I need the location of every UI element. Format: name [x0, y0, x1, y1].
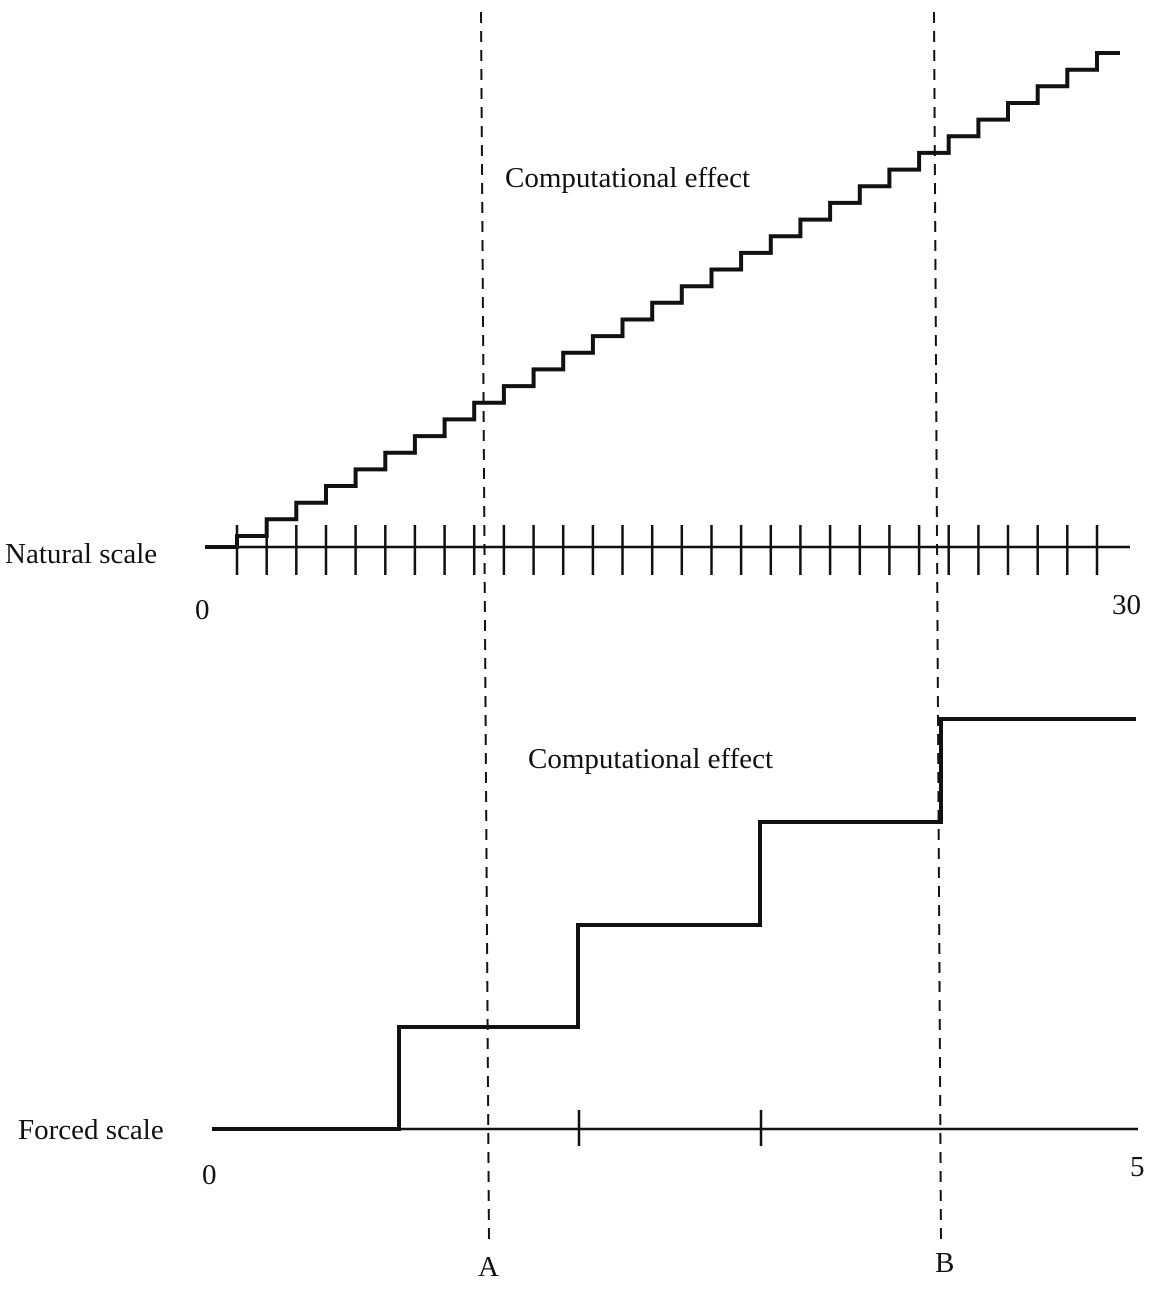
- forced-scale-ticks: [577, 1110, 763, 1146]
- marker-guides: A B: [478, 11, 954, 1283]
- natural-effect-staircase: [205, 51, 1120, 549]
- marker-a-label: A: [478, 1251, 499, 1283]
- forced-scale-min-label: 0: [202, 1159, 217, 1191]
- natural-scale-label: Natural scale: [5, 538, 157, 570]
- forced-effect-label: Computational effect: [528, 743, 773, 775]
- natural-scale-ticks: [235, 525, 1099, 575]
- marker-a-line: [480, 11, 490, 1243]
- forced-effect-staircase: [212, 717, 1136, 1131]
- forced-scale-label: Forced scale: [18, 1114, 164, 1146]
- marker-b-label: B: [935, 1247, 954, 1279]
- natural-scale-min-label: 0: [195, 594, 210, 626]
- marker-b-line: [933, 11, 942, 1243]
- forced-scale-panel: Computational effect Forced scale 0 5: [18, 717, 1145, 1191]
- natural-scale-max-label: 30: [1112, 589, 1141, 621]
- forced-scale-max-label: 5: [1130, 1151, 1145, 1183]
- natural-scale-panel: Computational effect Natural scale 0 30: [5, 51, 1141, 626]
- natural-effect-label: Computational effect: [505, 162, 750, 194]
